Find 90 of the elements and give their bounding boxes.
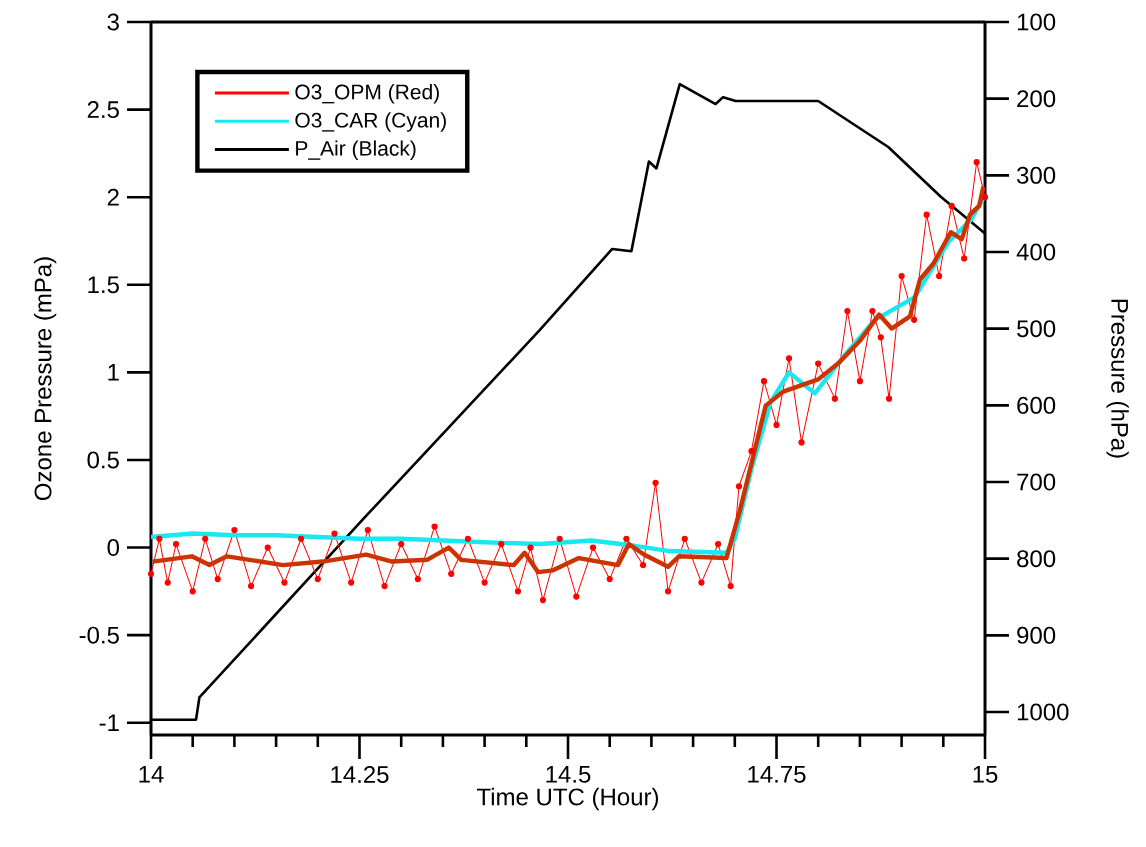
y2-tick-label: 500: [1017, 320, 1056, 338]
y2-tick-label: 1000: [1017, 703, 1069, 721]
legend-label: P_Air (Black): [296, 140, 416, 160]
point: [652, 479, 659, 486]
point: [172, 540, 180, 548]
y2-tick-label: 300: [1016, 166, 1056, 184]
y2-tick-label: 200: [1017, 90, 1056, 108]
point: [727, 583, 734, 590]
point: [281, 579, 288, 586]
point: [331, 530, 338, 537]
point: [961, 255, 968, 262]
point: [886, 395, 893, 402]
y-tick-label: 2: [107, 188, 119, 206]
point: [314, 575, 321, 583]
point: [147, 570, 155, 577]
y-tick-label: 2.5: [87, 101, 119, 119]
y-tick-label: 3: [107, 13, 119, 31]
point: [214, 575, 221, 583]
point: [760, 378, 768, 385]
y2-tick-label: 400: [1016, 243, 1056, 261]
x-tick-label: 14.75: [748, 766, 806, 783]
point: [898, 272, 905, 280]
point: [681, 535, 688, 542]
legend-label: O3_CAR (Cyan): [295, 112, 446, 132]
y2-tick-label: 700: [1017, 473, 1056, 491]
point: [348, 579, 355, 586]
point: [298, 535, 305, 542]
point: [202, 535, 209, 542]
y2-tick-label: 800: [1017, 550, 1056, 568]
point: [156, 535, 163, 542]
point: [381, 583, 388, 590]
point: [973, 159, 980, 166]
y-tick-label: -0.5: [79, 626, 119, 644]
legend-label: O3_OPM (Red): [295, 83, 439, 104]
point: [639, 561, 647, 569]
point: [844, 307, 851, 315]
y2-axis-title: Pressure (hPa): [1106, 299, 1129, 458]
point: [877, 334, 884, 341]
point: [664, 588, 672, 595]
point: [431, 523, 438, 530]
point: [364, 526, 371, 534]
point: [856, 378, 864, 385]
point: [785, 355, 793, 362]
point: [869, 307, 876, 315]
point: [831, 395, 838, 402]
y-tick-label: 0: [107, 539, 120, 557]
point: [798, 439, 805, 446]
point: [189, 588, 196, 595]
y-tick-label: 1: [108, 364, 119, 381]
point: [498, 540, 505, 548]
point: [936, 272, 943, 280]
point: [398, 540, 405, 548]
y-axis-title: Ozone Pressure (mPa): [33, 257, 57, 501]
x-tick-label: 14.5: [546, 766, 591, 783]
point: [948, 202, 955, 210]
point: [164, 579, 171, 586]
point: [556, 535, 563, 542]
point: [815, 360, 822, 367]
point: [589, 544, 597, 551]
point: [539, 597, 547, 604]
point: [414, 575, 421, 583]
point: [264, 544, 271, 551]
point: [247, 583, 255, 590]
point: [923, 211, 930, 218]
y2-tick-label: 100: [1017, 13, 1056, 31]
y2-tick-label: 600: [1017, 396, 1056, 414]
point: [527, 544, 534, 551]
point: [748, 448, 755, 455]
y-tick-label: 0.5: [87, 451, 119, 469]
x-axis-title: Time UTC (Hour): [476, 787, 659, 811]
x-tick-label: 14.25: [331, 766, 389, 784]
y-tick-label: 1.5: [88, 276, 119, 294]
x-tick-label: 14: [139, 766, 164, 783]
point: [911, 316, 918, 323]
y2-tick-label: 900: [1017, 626, 1056, 644]
point: [231, 526, 238, 534]
point: [481, 579, 488, 586]
point: [981, 194, 989, 201]
y-tick-label: -1: [99, 714, 119, 731]
point: [464, 535, 472, 542]
point: [514, 588, 522, 595]
point: [606, 575, 613, 583]
x-tick-label: 15: [973, 766, 998, 783]
point: [773, 421, 780, 429]
point: [735, 483, 743, 490]
point: [573, 593, 580, 600]
point: [623, 535, 630, 542]
point: [715, 540, 722, 548]
point: [448, 570, 455, 577]
point: [698, 579, 705, 586]
